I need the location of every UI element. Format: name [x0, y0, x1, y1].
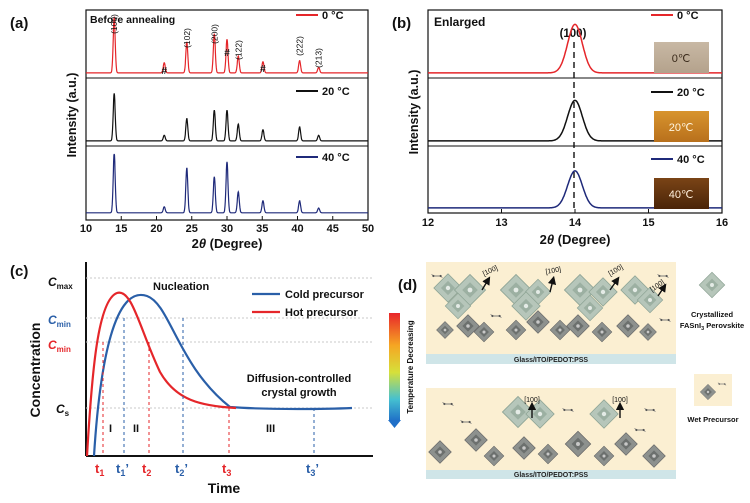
- panel-a-ylabel: Intensity (a.u.): [65, 73, 79, 158]
- panel-b-peak-label: (100): [560, 28, 587, 40]
- legend-wet-label: Wet Precursor: [687, 415, 738, 424]
- legend-crystal-label-1: Crystallized: [691, 310, 734, 319]
- panel-b-xtick-label: 15: [642, 217, 654, 229]
- photo-40c: [654, 178, 709, 209]
- panel-a-legend-label: 20 °C: [322, 86, 350, 98]
- panel-a-xtick-label: 20: [150, 223, 162, 235]
- t3-label: t3: [222, 461, 231, 478]
- panel-a-peak-index: (122): [233, 40, 243, 60]
- panel-a-series-line: [86, 153, 368, 214]
- panel-a-note: Before annealing: [90, 14, 175, 26]
- panel-a-xlabel: 2θ (Degree): [192, 236, 263, 251]
- t2-label: t2: [142, 461, 151, 478]
- region-II: II: [133, 423, 139, 435]
- panel-c-chart: Cmax Cmin Cmin Cs Nucleation Diffusion-c…: [27, 262, 373, 496]
- panel-b-legend-label: 40 °C: [677, 154, 705, 166]
- growth-label-1: Diffusion-controlled: [247, 373, 352, 385]
- substrate-cold: [426, 354, 676, 364]
- dir-label-2: [100]: [545, 266, 562, 276]
- photo-0c: [654, 42, 709, 73]
- mark-cs: Cs: [56, 402, 70, 418]
- panel-a-xtick-label: 10: [80, 223, 92, 235]
- panel-b-legend-label: 20 °C: [677, 87, 705, 99]
- panel-c-legend: Cold precursor Hot precursor: [252, 289, 365, 319]
- panel-a-xtick-label: 15: [115, 223, 127, 235]
- temperature-gradient-label: Temperature Decreasing: [406, 320, 415, 413]
- panel-a-chart: Before annealing 10 15 20 25 30 35 40 45 50 (100…: [65, 9, 374, 251]
- region-III: III: [266, 423, 275, 435]
- panel-a-peak-index: (213): [314, 48, 324, 68]
- dir-label-6: [100]: [612, 397, 628, 404]
- substrate-label-hot: Glass/ITO/PEDOT:PSS: [514, 472, 589, 479]
- panel-a-xtick-label: 30: [221, 223, 233, 235]
- panel-d-label: (d): [398, 277, 417, 294]
- panel-b-xtick-label: 13: [495, 217, 507, 229]
- panel-a-series-line: [86, 93, 368, 142]
- panel-d-schematic: Temperature Decreasing Glass/ITO/PEDOT:P…: [388, 262, 744, 479]
- panel-b-xtick-label: 14: [569, 217, 582, 229]
- panel-a-peak-hash: #: [224, 48, 230, 59]
- photo-20c: [654, 111, 709, 142]
- panel-b-label: (b): [392, 15, 411, 32]
- legend-crystal-label-2: FASnI3 Perovskite: [680, 321, 744, 332]
- panel-c-label: (c): [10, 263, 28, 280]
- t2p-label: t2’: [175, 461, 188, 478]
- panel-a-label: (a): [10, 15, 28, 32]
- substrate-label-cold: Glass/ITO/PEDOT:PSS: [514, 357, 589, 364]
- panel-a-peak-hash: #: [161, 66, 167, 77]
- mark-cmin-hot: Cmin: [48, 338, 71, 354]
- panel-b-xtick-label: 16: [716, 217, 728, 229]
- substrate-hot: [426, 470, 676, 479]
- mark-cmax: Cmax: [48, 275, 73, 291]
- t3p-label: t3’: [306, 461, 319, 478]
- panel-a-peak-index: (222): [295, 36, 305, 56]
- panel-b-xtick-label: 12: [422, 217, 434, 229]
- panel-a-legend-label: 0 °C: [322, 10, 344, 22]
- panel-b-legend-label: 0 °C: [677, 10, 699, 22]
- panel-b-chart: Enlarged (100) 12 13 14 15 16 0 °C 20 °C 40 °C…: [407, 9, 728, 247]
- panel-a-peak-index: (200): [209, 24, 219, 44]
- panel-c-legend-label: Hot precursor: [285, 307, 358, 319]
- panel-a-xtick-label: 35: [256, 223, 268, 235]
- panel-c-xlabel: Time: [208, 480, 241, 496]
- curve-cold-precursor: [92, 293, 353, 457]
- panel-a-peak-hash: #: [260, 64, 266, 75]
- panel-b-xlabel: 2θ (Degree): [540, 232, 611, 247]
- panel-a-series-line: [86, 15, 368, 74]
- photo-20c-label: 20℃: [669, 122, 694, 134]
- temperature-gradient-bar: [389, 313, 400, 421]
- panel-c-legend-label: Cold precursor: [285, 289, 365, 301]
- growth-label-2: crystal growth: [261, 387, 336, 399]
- dir-label-5: [100]: [524, 397, 540, 404]
- t1p-label: t1’: [116, 461, 129, 478]
- panel-a-legend-label: 40 °C: [322, 152, 350, 164]
- panel-a-peak-index: (100): [109, 14, 119, 34]
- region-I: I: [109, 423, 112, 435]
- panel-b-ylabel: Intensity (a.u.): [407, 70, 421, 155]
- panel-a-xtick-label: 40: [291, 223, 303, 235]
- panel-a-peak-index: (102): [182, 28, 192, 48]
- curve-hot-precursor: [85, 291, 237, 457]
- panel-a-xtick-label: 45: [327, 223, 339, 235]
- photo-0c-label: 0℃: [672, 53, 690, 65]
- mark-cmin-cold: Cmin: [48, 313, 71, 329]
- panel-b-note: Enlarged: [434, 15, 485, 29]
- t1-label: t1: [95, 461, 104, 478]
- panel-c-ylabel: Concentration: [27, 323, 43, 418]
- nucleation-label: Nucleation: [153, 281, 210, 293]
- panel-a-xtick-label: 25: [186, 223, 198, 235]
- panel-a-xtick-label: 50: [362, 223, 374, 235]
- photo-40c-label: 40℃: [669, 189, 694, 201]
- temperature-arrow-head: [388, 420, 401, 428]
